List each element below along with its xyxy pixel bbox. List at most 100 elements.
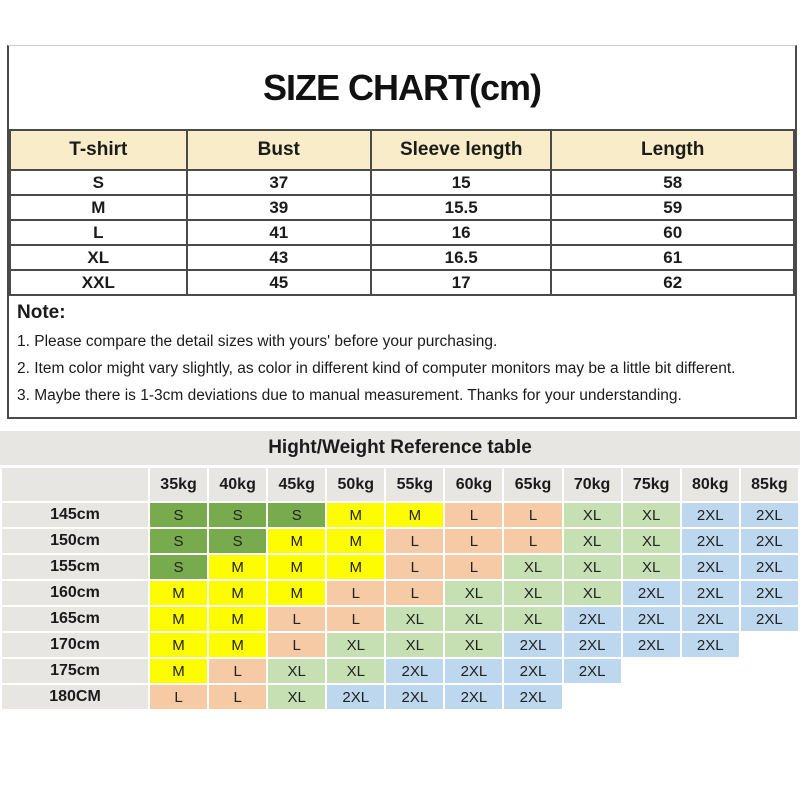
size-cell: M <box>209 555 267 579</box>
size-cell: 2XL <box>740 555 798 579</box>
size-table-header-cell: Length <box>550 129 795 171</box>
size-cell: XL <box>622 555 680 579</box>
size-cell: 2XL <box>445 659 503 683</box>
note-item: 2. Item color might vary slightly, as co… <box>17 360 736 377</box>
size-cell: XL <box>327 659 385 683</box>
height-label-cell: 150cm <box>2 529 148 553</box>
size-table-cell: 15.5 <box>369 194 553 221</box>
size-cell: 2XL <box>563 659 621 683</box>
size-table-cell: 17 <box>369 269 553 296</box>
size-table-cell: 62 <box>550 269 795 296</box>
size-cell: 2XL <box>681 503 739 527</box>
size-cell: XL <box>504 555 562 579</box>
reference-table-row: 160cm M M M L L XL XL XL 2XL 2XL 2XL <box>2 581 798 605</box>
size-cell: 2XL <box>622 607 680 631</box>
size-cell: XL <box>445 633 503 657</box>
size-cell: S <box>268 503 326 527</box>
size-cell: XL <box>563 555 621 579</box>
size-cell: XL <box>563 503 621 527</box>
size-table-header-cell: Bust <box>185 129 372 171</box>
size-cell: 2XL <box>740 607 798 631</box>
size-chart-box: SIZE CHART(cm) T-shirt Bust Sleeve length L… <box>7 45 797 419</box>
size-cell: 2XL <box>681 607 739 631</box>
size-cell: 2XL <box>504 685 562 709</box>
empty-cell <box>564 685 621 709</box>
size-cell: M <box>150 607 208 631</box>
size-cell: M <box>209 633 267 657</box>
size-cell: 2XL <box>681 555 739 579</box>
reference-corner-cell <box>2 468 148 501</box>
size-cell: S <box>209 503 267 527</box>
weight-header-cell: 55kg <box>386 468 444 501</box>
reference-table-title: Hight/Weight Reference table <box>0 431 800 465</box>
size-cell: 2XL <box>740 529 798 553</box>
weight-header-cell: 35kg <box>150 468 208 501</box>
size-cell: 2XL <box>445 685 503 709</box>
notes-box: Note: 1. Please compare the detail sizes… <box>9 296 795 419</box>
size-cell: M <box>268 555 326 579</box>
note-item: 1. Please compare the detail sizes with … <box>17 333 498 350</box>
size-cell: M <box>209 607 267 631</box>
reference-table-row: 175cm M L XL XL 2XL 2XL 2XL 2XL <box>2 659 798 683</box>
size-cell: XL <box>445 581 503 605</box>
size-cell: L <box>504 529 562 553</box>
size-cell: L <box>268 633 326 657</box>
size-cell: M <box>268 581 326 605</box>
size-cell: L <box>445 503 503 527</box>
empty-cell <box>623 659 680 683</box>
empty-cell <box>741 685 798 709</box>
size-cell: XL <box>327 633 385 657</box>
weight-header-cell: 65kg <box>504 468 562 501</box>
size-cell: M <box>327 529 385 553</box>
size-table-row: M 39 15.5 59 <box>9 194 795 221</box>
size-table-row: L 41 16 60 <box>9 219 795 246</box>
weight-header-cell: 60kg <box>445 468 503 501</box>
height-label-cell: 170cm <box>2 633 148 657</box>
empty-cell <box>682 685 739 709</box>
size-cell: 2XL <box>681 581 739 605</box>
size-table-cell: 58 <box>550 169 795 196</box>
reference-header-row: 35kg 40kg 45kg 50kg 55kg 60kg 65kg 70kg 75kg 80kg… <box>2 468 798 501</box>
size-table-cell: 37 <box>185 169 372 196</box>
size-cell: M <box>209 581 267 605</box>
size-table-cell: XXL <box>9 269 188 296</box>
height-label-cell: 180CM <box>2 685 148 709</box>
reference-table-row: 180CM L L XL 2XL 2XL 2XL 2XL <box>2 685 798 709</box>
weight-header-cell: 75kg <box>622 468 680 501</box>
size-table-cell: M <box>9 194 188 221</box>
empty-cell <box>682 659 739 683</box>
size-cell: XL <box>622 529 680 553</box>
size-table-cell: S <box>9 169 188 196</box>
reference-table-row: 150cm S S M M L L L XL XL 2XL 2XL <box>2 529 798 553</box>
weight-header-cell: 45kg <box>268 468 326 501</box>
size-table-cell: 60 <box>550 219 795 246</box>
empty-cell <box>623 685 680 709</box>
size-table-cell: 45 <box>185 269 372 296</box>
size-cell: L <box>386 581 444 605</box>
size-cell: L <box>209 659 267 683</box>
weight-header-cell: 50kg <box>327 468 385 501</box>
height-label-cell: 155cm <box>2 555 148 579</box>
size-table-cell: XL <box>9 244 188 271</box>
size-cell: XL <box>622 503 680 527</box>
empty-cell <box>741 659 798 683</box>
size-cell: 2XL <box>563 633 621 657</box>
size-cell: S <box>150 529 208 553</box>
size-cell: XL <box>504 581 562 605</box>
size-cell: M <box>268 529 326 553</box>
height-label-cell: 160cm <box>2 581 148 605</box>
size-table-row: S 37 15 58 <box>9 169 795 196</box>
size-cell: 2XL <box>740 503 798 527</box>
size-cell: M <box>150 659 208 683</box>
size-table-cell: 39 <box>185 194 372 221</box>
weight-header-cell: 70kg <box>563 468 621 501</box>
size-cell: XL <box>563 581 621 605</box>
size-table-cell: 15 <box>369 169 553 196</box>
size-table-cell: 41 <box>185 219 372 246</box>
size-cell: L <box>327 607 385 631</box>
reference-table-row: 155cm S M M M L L XL XL XL 2XL 2XL <box>2 555 798 579</box>
size-cell: 2XL <box>740 581 798 605</box>
size-cell: M <box>150 581 208 605</box>
size-cell: L <box>386 529 444 553</box>
